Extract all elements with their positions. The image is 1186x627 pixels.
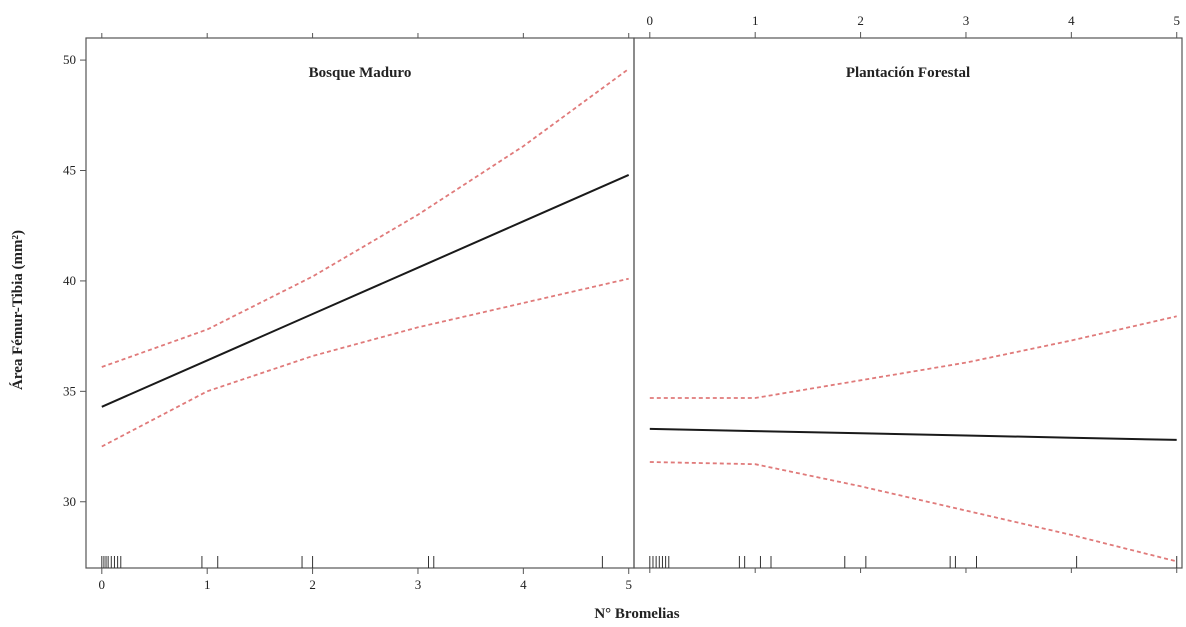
x-tick-label: 5 [1173, 13, 1180, 28]
x-tick-label: 2 [857, 13, 864, 28]
x-tick-label: 3 [415, 577, 422, 592]
y-tick-label: 50 [63, 52, 76, 67]
y-tick-label: 45 [63, 163, 76, 178]
y-tick-label: 40 [63, 273, 76, 288]
panel-title: Plantación Forestal [846, 65, 970, 81]
x-tick-label: 0 [99, 577, 106, 592]
x-axis-title: N° Bromelias [594, 606, 679, 622]
x-tick-label: 4 [520, 577, 527, 592]
y-axis-title: Área Fémur-Tibia (mm²) [9, 230, 26, 390]
y-tick-label: 30 [63, 494, 76, 509]
x-tick-label: 5 [625, 577, 632, 592]
x-tick-label: 4 [1068, 13, 1075, 28]
x-tick-label: 2 [309, 577, 316, 592]
y-tick-label: 35 [63, 383, 76, 398]
panel-title: Bosque Maduro [309, 65, 412, 81]
x-tick-label: 1 [204, 577, 211, 592]
upper-ci-line [101, 68, 630, 368]
fit-line [649, 427, 1177, 441]
fit-line [101, 173, 630, 408]
x-tick-label: 1 [752, 13, 759, 28]
x-tick-label: 3 [963, 13, 970, 28]
lower-ci-line [649, 461, 1177, 563]
panel-2: Plantación Forestal 0 1 2 3 4 5 [633, 13, 1183, 573]
lower-ci-line [101, 277, 629, 448]
panel-frame [633, 37, 1183, 569]
x-tick-label: 0 [647, 13, 654, 28]
upper-ci-line [649, 315, 1177, 399]
panel-frame [85, 37, 635, 569]
